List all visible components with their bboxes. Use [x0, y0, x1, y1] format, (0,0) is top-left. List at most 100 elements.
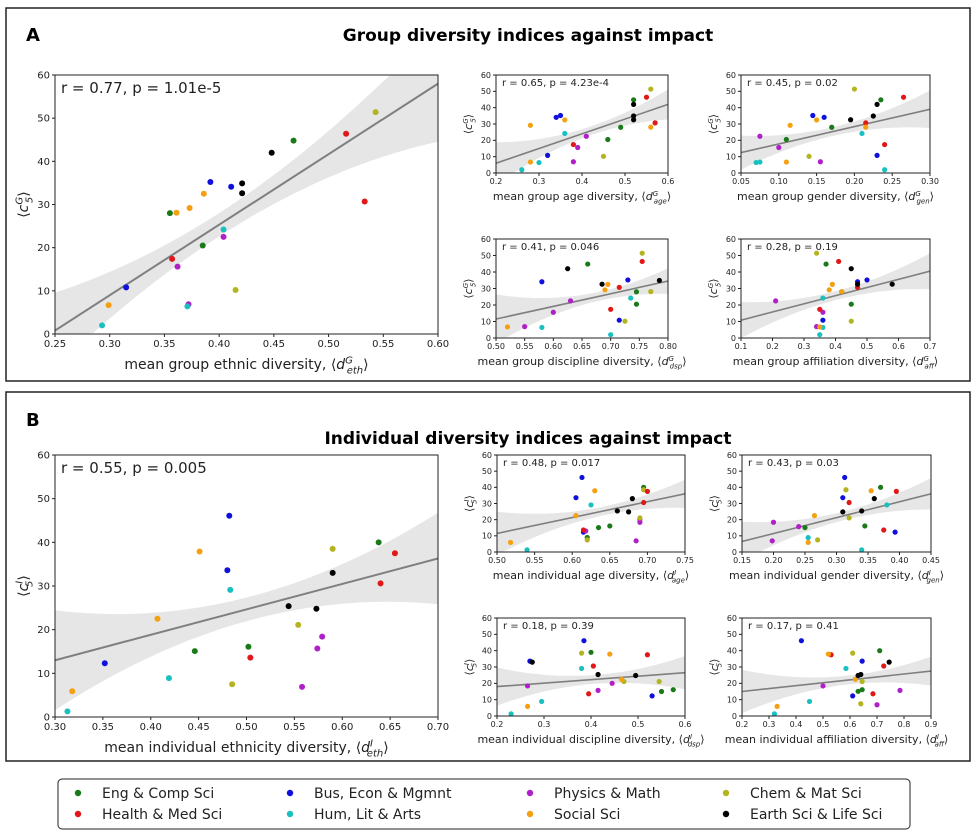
data-point-health: [608, 306, 614, 312]
x-tick-label: 0.10: [770, 177, 788, 186]
y-tick-label: 30: [482, 663, 492, 672]
data-point-bus: [226, 512, 233, 519]
x-tick-label: 0.50: [488, 556, 506, 565]
y-tick-label: 50: [482, 467, 492, 476]
y-tick-label: 50: [481, 251, 491, 260]
data-point-health: [817, 306, 823, 312]
x-tick-label: 0.30: [44, 722, 66, 733]
y-tick-label: 0: [44, 330, 50, 341]
data-point-health: [616, 284, 622, 290]
data-point-health: [643, 94, 650, 100]
data-point-soc: [852, 676, 859, 682]
x-tick-label: 0.7: [871, 720, 884, 729]
y-tick-label: 40: [482, 646, 492, 655]
data-point-bus: [850, 693, 856, 699]
x-tick-label: 0.50: [487, 342, 505, 351]
y-tick-label: 10: [481, 317, 491, 326]
x-axis-label: mean individual gender diversity, ⟨dI gen…: [729, 569, 944, 585]
y-axis-label: ⟨cI5⟩: [463, 495, 479, 512]
y-tick-label: 40: [726, 268, 736, 277]
data-point-phy: [174, 263, 181, 270]
y-tick-label: 10: [482, 532, 492, 541]
data-point-eng: [823, 261, 829, 267]
data-point-earth: [889, 281, 895, 287]
data-point-soc: [105, 302, 112, 309]
confidence-band: [55, 512, 438, 711]
data-point-bus: [616, 317, 622, 323]
y-tick-label: 20: [482, 679, 492, 688]
y-tick-label: 40: [37, 538, 50, 549]
data-point-soc: [573, 513, 579, 519]
x-tick-label: 0.5: [619, 177, 632, 186]
legend-label-hum: Hum, Lit & Arts: [314, 807, 421, 823]
y-tick-label: 0: [44, 713, 50, 724]
y-tick-label: 50: [481, 87, 491, 96]
x-tick-label: 0.6: [662, 177, 675, 186]
data-point-earth: [626, 509, 632, 515]
data-point-bus: [573, 495, 579, 501]
data-point-bus: [553, 114, 559, 120]
data-point-health: [641, 499, 647, 506]
data-point-phy: [609, 680, 615, 686]
data-point-earth: [614, 508, 620, 514]
y-tick-label: 0: [732, 548, 737, 557]
y-tick-label: 60: [727, 451, 737, 460]
x-tick-label: 0.3: [533, 177, 546, 186]
data-point-soc: [826, 287, 832, 293]
legend-marker-bus: [286, 789, 294, 797]
data-point-health: [391, 550, 398, 557]
y-axis-label: ⟨cG5⟩: [707, 278, 723, 298]
data-point-soc: [154, 615, 161, 622]
data-point-bus: [810, 112, 816, 119]
data-point-eng: [878, 97, 884, 103]
data-point-chem: [806, 153, 812, 159]
data-point-bus: [207, 179, 214, 186]
x-tick-label: 0.35: [153, 339, 175, 350]
data-point-earth: [886, 659, 892, 665]
x-tick-label: 0.30: [99, 339, 121, 350]
x-tick-label: 0.2: [766, 342, 779, 351]
data-point-hum: [882, 167, 888, 173]
data-point-bus: [820, 317, 826, 323]
data-point-soc: [863, 124, 869, 130]
data-point-soc: [504, 324, 511, 330]
y-axis-label: ⟨cI5⟩: [15, 575, 36, 597]
data-point-health: [652, 120, 658, 126]
data-point-bus: [545, 152, 551, 158]
legend-label-eng: Eng & Comp Sci: [102, 786, 214, 802]
data-point-health: [247, 654, 254, 661]
data-point-chem: [622, 318, 628, 324]
y-tick-label: 20: [727, 679, 737, 688]
data-point-bus: [874, 152, 880, 158]
x-axis-label: mean individual affiliation diversity, ⟨…: [725, 733, 948, 749]
data-point-earth: [871, 496, 877, 502]
data-point-eng: [855, 688, 861, 694]
x-tick-label: 0.50: [235, 722, 257, 733]
legend-marker-chem: [722, 789, 730, 797]
data-point-chem: [859, 678, 865, 685]
data-point-soc: [829, 281, 835, 287]
data-point-hum: [165, 675, 172, 682]
y-tick-label: 20: [37, 243, 50, 254]
data-point-earth: [870, 113, 876, 119]
data-point-chem: [814, 250, 820, 256]
x-tick-label: 0.5: [817, 720, 830, 729]
data-point-soc: [527, 122, 534, 128]
y-tick-label: 20: [726, 301, 736, 310]
y-tick-label: 50: [726, 87, 736, 96]
data-point-soc: [783, 159, 789, 165]
data-point-eng: [631, 97, 637, 103]
x-tick-label: 0.9: [925, 720, 938, 729]
x-tick-label: 0.15: [733, 556, 751, 565]
confidence-band: [497, 656, 685, 706]
legend-marker-earth: [722, 810, 730, 818]
y-tick-label: 30: [726, 284, 736, 293]
y-tick-label: 50: [726, 251, 736, 260]
data-point-chem: [295, 621, 302, 628]
data-point-chem: [329, 545, 336, 552]
y-tick-label: 40: [481, 268, 491, 277]
x-tick-label: 0.60: [544, 342, 562, 351]
charts-group: 0.25 0.30 0.35 0.40 0.45 0.50 0.55 0.6001020304…: [15, 71, 949, 760]
data-point-health: [580, 527, 587, 533]
y-tick-label: 0: [486, 334, 491, 343]
